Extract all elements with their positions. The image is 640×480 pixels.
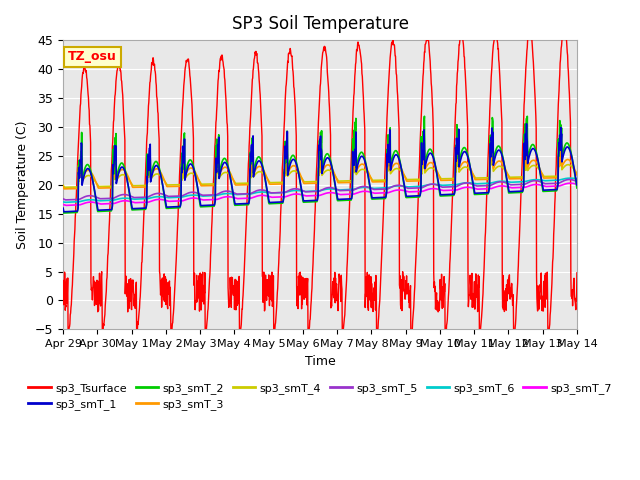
Text: TZ_osu: TZ_osu xyxy=(68,50,117,63)
Y-axis label: Soil Temperature (C): Soil Temperature (C) xyxy=(17,120,29,249)
Title: SP3 Soil Temperature: SP3 Soil Temperature xyxy=(232,15,408,33)
X-axis label: Time: Time xyxy=(305,355,335,368)
Legend: sp3_Tsurface, sp3_smT_1, sp3_smT_2, sp3_smT_3, sp3_smT_4, sp3_smT_5, sp3_smT_6, : sp3_Tsurface, sp3_smT_1, sp3_smT_2, sp3_… xyxy=(24,378,616,415)
